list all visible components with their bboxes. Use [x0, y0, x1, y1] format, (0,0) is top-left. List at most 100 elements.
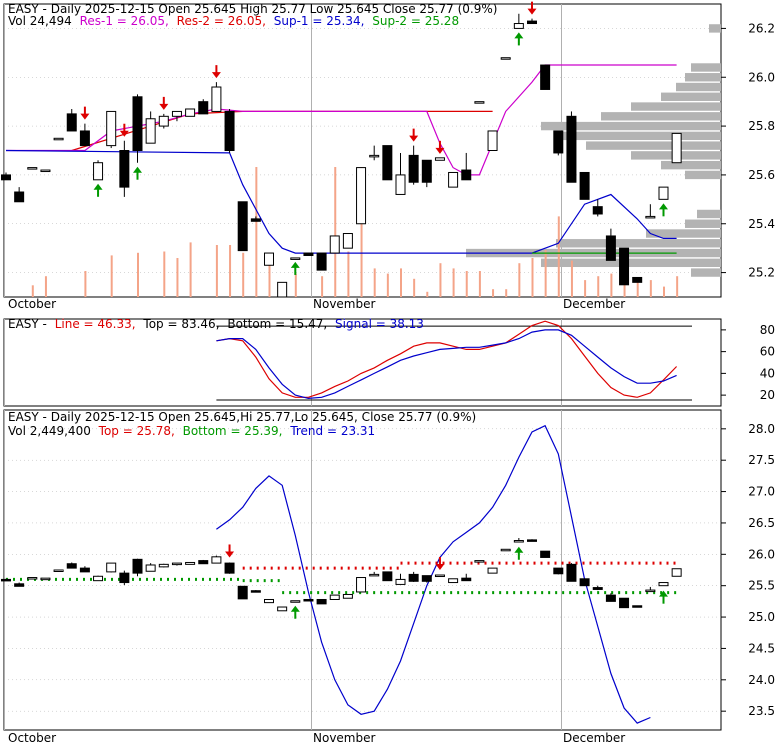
candle-down: [316, 252, 327, 271]
oscillator-tick-label: 20: [760, 388, 775, 402]
buy-arrow-icon: [659, 590, 668, 597]
candle-up: [290, 600, 301, 603]
oscillator-header: EASY - Line = 46.33, Top = 83.46, Bottom…: [8, 317, 424, 331]
sell-arrow-icon: [225, 551, 235, 558]
price-tick-label: 25.8: [748, 119, 775, 133]
candle-down: [461, 169, 472, 181]
buy-arrow-icon: [93, 183, 103, 190]
candle-down: [605, 594, 616, 602]
candle-up: [264, 598, 274, 604]
price-tick-label: 25.2: [748, 266, 775, 280]
candle-down: [198, 101, 209, 115]
buy-arrow-icon: [290, 261, 300, 268]
candle-up: [277, 606, 288, 612]
candle-down: [527, 539, 537, 542]
volume-profile-bar: [556, 131, 721, 141]
sell-arrow-icon: [435, 564, 445, 571]
candle-down: [408, 573, 419, 582]
price-tick-label: 25.6: [748, 168, 775, 182]
candle-up: [513, 23, 524, 29]
candle-up: [211, 556, 222, 564]
price-tick-label: 25.4: [748, 217, 775, 231]
candle-up: [40, 169, 51, 173]
buy-arrow-icon: [290, 605, 300, 612]
candle-down: [237, 201, 248, 252]
x-label-december-bottom: December: [563, 731, 625, 745]
candle-down: [237, 585, 248, 600]
sup2-label: Sup-2 = 25.28: [372, 14, 459, 28]
candle-down: [303, 598, 314, 602]
sup1-label: Sup-1 = 25.34,: [274, 14, 365, 28]
osc-line-series: [216, 320, 678, 398]
x-label-october-bottom: October: [8, 731, 56, 745]
candle-up: [487, 567, 498, 574]
candle-up: [342, 593, 353, 599]
candle-up: [277, 281, 288, 298]
candle-up: [171, 110, 182, 117]
candle-down: [592, 206, 603, 215]
candle-down: [566, 563, 577, 582]
candle-up: [342, 233, 353, 249]
trend-header-title: EASY - Daily 2025-12-15 Open 25.645,Hi 2…: [8, 410, 476, 424]
candle-down: [553, 130, 564, 154]
candle-up: [500, 57, 511, 60]
trend-volume-label: Vol 2,449,400: [8, 424, 91, 438]
candle-down: [250, 590, 261, 593]
trend-tick-label: 26.0: [748, 547, 775, 561]
candle-down: [553, 567, 564, 575]
candle-down: [619, 247, 630, 286]
sell-arrow-icon: [527, 8, 537, 15]
volume-profile-bar: [661, 160, 721, 170]
oscillator-tick-label: 40: [760, 366, 775, 380]
candle-up: [356, 167, 367, 225]
oscillator-panel-frame: [3, 318, 722, 407]
sup1-line: [5, 149, 677, 254]
trend-tick-label: 24.5: [748, 641, 775, 655]
candle-down: [224, 110, 235, 151]
candle-down: [66, 563, 77, 569]
candle-up: [329, 594, 340, 600]
candle-down: [421, 159, 432, 183]
candle-down: [316, 598, 327, 605]
trend-top-label: Top = 25.78,: [98, 424, 175, 438]
trend-panel: 28.0 27.5 27.0 26.5 26.0 25.5 25.0 24.5 24.0 23.5…: [1, 409, 775, 745]
candle-up: [211, 86, 222, 112]
candle-down: [632, 276, 643, 283]
candle-up: [27, 167, 38, 170]
volume-profile-bar: [697, 209, 721, 219]
oscillator-panel: 80 60 40 20 EASY - Line = 46.33, Top = 83.4…: [3, 317, 775, 407]
sell-arrow-icon: [80, 113, 90, 120]
candle-down: [1, 174, 11, 181]
volume-profile-bar: [646, 229, 721, 238]
candle-down: [1, 578, 11, 582]
buy-arrow-icon: [133, 166, 142, 173]
candle-down: [592, 587, 603, 590]
candle-up: [40, 577, 51, 581]
candle-up: [106, 562, 117, 573]
candle-up: [27, 577, 38, 580]
x-label-october: October: [8, 297, 56, 311]
trend-line: [216, 424, 651, 724]
candle-up: [356, 577, 367, 593]
volume-profile-bar: [685, 73, 721, 82]
sell-arrow-icon: [211, 72, 221, 79]
candle-up: [93, 575, 104, 582]
osc-bottom-label: Bottom = 15.47,: [227, 317, 327, 331]
candle-up: [487, 130, 498, 151]
candle-up: [53, 137, 64, 141]
candle-up: [513, 540, 524, 543]
candle-down: [605, 235, 616, 261]
x-label-november-bottom: November: [313, 731, 375, 745]
candle-up: [395, 174, 406, 195]
candle-down: [132, 96, 143, 151]
candle-up: [645, 589, 656, 593]
candle-down: [14, 583, 25, 587]
sell-arrow-icon: [159, 103, 169, 110]
candle-up: [448, 578, 459, 584]
candle-up: [474, 101, 485, 104]
candle-up: [645, 215, 656, 219]
candle-up: [290, 257, 301, 260]
volume-profile-bar: [631, 102, 721, 111]
candle-down: [527, 20, 537, 25]
